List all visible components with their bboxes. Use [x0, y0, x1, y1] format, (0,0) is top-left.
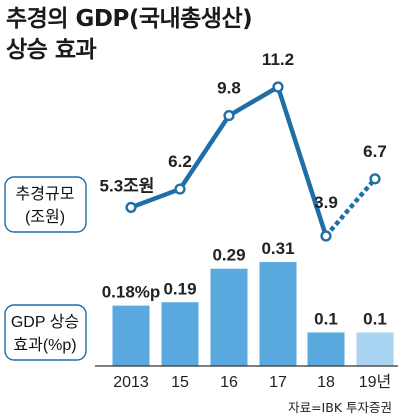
bar-series-label-box — [4, 304, 87, 361]
bar-series-label: GDP 상승 — [11, 313, 79, 331]
bar-value-label: 0.1 — [363, 309, 387, 328]
chart-title: 추경의 GDP(국내총생산) 상승 효과 — [6, 4, 253, 66]
bar-value-label: 0.19 — [163, 279, 196, 298]
line-series-unit: (조원) — [25, 208, 65, 226]
line-point — [125, 201, 137, 214]
bar — [161, 302, 199, 366]
line-value-label: 5.3조원 — [100, 176, 155, 195]
line-point — [369, 173, 381, 185]
line-series-label: 추경규모 — [16, 185, 75, 203]
bar-value-label: 0.29 — [212, 246, 245, 265]
x-tick-label: 16 — [220, 374, 238, 391]
title-line-1: 추경의 GDP(국내총생산) — [6, 6, 253, 32]
line-point — [320, 230, 332, 242]
line-series-label-box — [4, 176, 87, 233]
bar — [259, 262, 297, 366]
x-tick-label: 18 — [317, 374, 335, 391]
x-tick-label: 17 — [269, 374, 287, 391]
line-value-label: 3.9 — [314, 193, 338, 212]
bar — [112, 305, 150, 366]
line-point — [174, 183, 186, 195]
line-value-label: 11.2 — [262, 50, 294, 69]
x-tick-label: 19년 — [359, 373, 392, 391]
bar-value-label: 0.18%p — [102, 283, 161, 302]
bar-value-label: 0.1 — [314, 309, 338, 328]
bar-value-label: 0.31 — [261, 239, 294, 258]
x-tick-label: 15 — [171, 374, 189, 391]
bar — [307, 332, 345, 366]
series-line-stimulus — [128, 84, 329, 239]
line-point — [272, 81, 284, 93]
bar — [356, 332, 394, 366]
line-value-label: 9.8 — [217, 79, 241, 98]
series-line-stimulus-estimate — [324, 177, 377, 238]
bar-series-unit: 효과(%p) — [13, 336, 76, 354]
line-value-label: 6.2 — [168, 152, 192, 171]
line-value-label: 6.7 — [363, 142, 387, 161]
bar — [210, 268, 248, 366]
title-line-2: 상승 효과 — [6, 37, 97, 63]
source-note: 자료=IBK 투자증권 — [288, 400, 392, 415]
x-tick-label: 2013 — [113, 374, 149, 391]
line-point — [223, 109, 235, 122]
